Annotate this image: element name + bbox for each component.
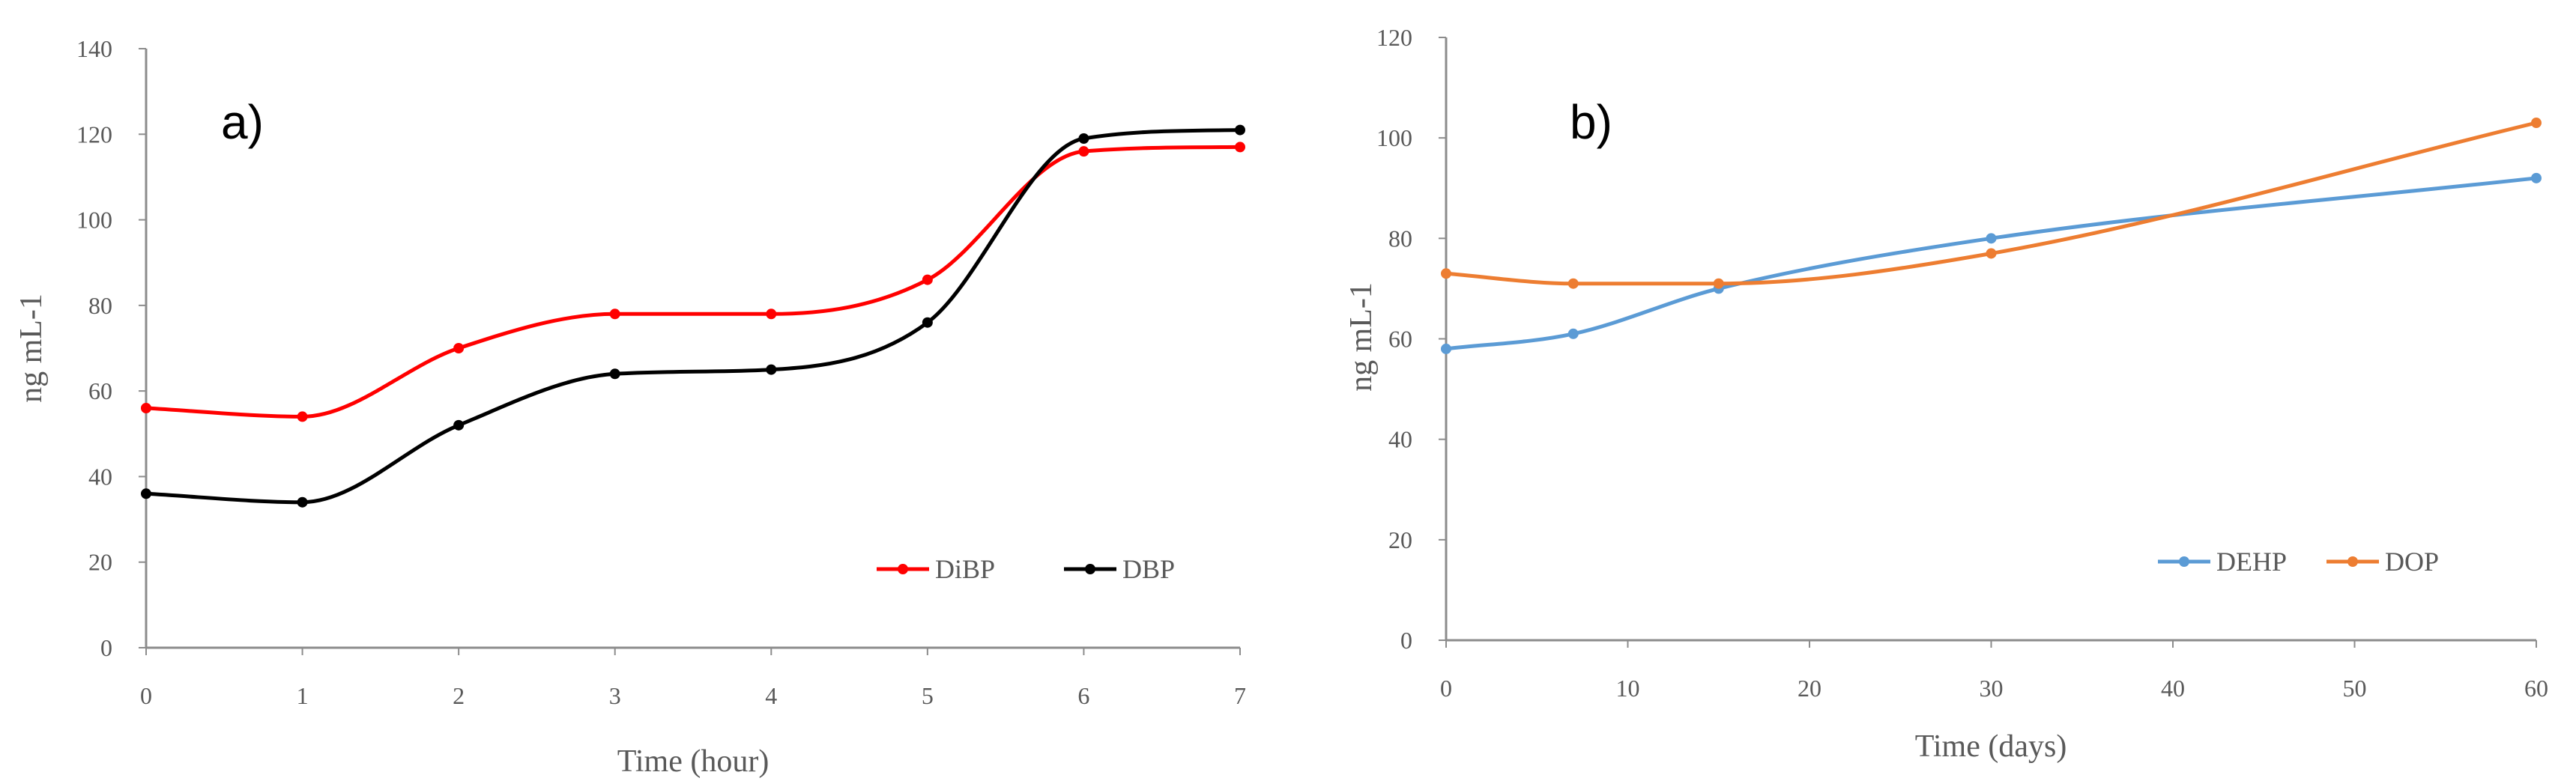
x-tick-label: 40	[2161, 675, 2185, 702]
y-tick-label: 40	[1388, 426, 1412, 453]
y-tick-label: 80	[88, 292, 112, 319]
y-tick-label: 100	[76, 207, 112, 234]
data-point-dbp	[922, 317, 933, 328]
data-point-dibp	[1235, 142, 1245, 153]
x-tick-label: 10	[1616, 675, 1640, 702]
x-tick-label: 0	[140, 682, 152, 709]
data-point-dbp	[766, 364, 777, 375]
data-point-dehp	[2531, 172, 2542, 183]
data-point-dehp	[1986, 233, 1997, 244]
data-point-dop	[1567, 278, 1579, 289]
chart-panel-a: 0 20 40 60 80 100 120 140 0 1 2 3 4 5 6 7 Time (hour) ng …	[14, 35, 1246, 779]
series-line-dehp	[1444, 176, 2539, 351]
series-line-dbp	[144, 128, 1242, 505]
legend-label-dop: DOP	[2385, 547, 2439, 577]
x-tick-label: 1	[297, 682, 309, 709]
data-point-dibp	[922, 274, 933, 285]
data-point-dop	[1441, 268, 1451, 279]
legend-marker-dehp	[2179, 556, 2189, 567]
x-tick-label: 2	[453, 682, 465, 709]
x-tick-label: 50	[2343, 675, 2367, 702]
x-tick-label: 30	[1980, 675, 2004, 702]
legend-marker-dbp	[1085, 564, 1095, 574]
data-point-dibp	[453, 343, 465, 353]
y-tick-label: 40	[88, 463, 112, 490]
y-tick-label: 20	[88, 549, 112, 576]
x-tick-label: 20	[1798, 675, 1821, 702]
data-point-dbp	[297, 496, 308, 508]
data-point-dibp	[1078, 146, 1089, 157]
y-tick-label: 60	[1388, 326, 1412, 353]
chart-panel-b: 0 20 40 60 80 100 120 0 10 20 30 40 50 60 Time (days) n…	[1344, 24, 2548, 764]
x-tick-label: 0	[1440, 675, 1452, 702]
x-tick-label: 5	[922, 682, 934, 709]
y-tick-label: 120	[76, 121, 112, 148]
data-point-dbp	[141, 488, 151, 499]
x-tick-label: 60	[2524, 675, 2548, 702]
data-point-dop	[1713, 278, 1724, 289]
series-line-dop	[1444, 121, 2539, 286]
y-axis-title: ng mL-1	[1344, 282, 1379, 392]
data-point-dibp	[297, 411, 308, 422]
data-point-dehp	[1441, 343, 1451, 354]
y-tick-label: 0	[1400, 627, 1412, 654]
data-point-dop	[2531, 118, 2542, 129]
data-point-dbp	[1235, 124, 1245, 136]
x-tick-label: 3	[609, 682, 621, 709]
legend-marker-dop	[2347, 556, 2358, 567]
y-tick-label: 100	[1376, 124, 1412, 151]
legend-label-dehp: DEHP	[2216, 547, 2287, 577]
panel-label: a)	[221, 95, 264, 149]
legend-marker-dibp	[898, 564, 908, 574]
y-tick-label: 60	[88, 377, 112, 404]
x-axis-title: Time (days)	[1915, 729, 2067, 764]
x-axis-title: Time (hour)	[617, 744, 770, 779]
data-point-dibp	[609, 309, 620, 320]
x-tick-label: 4	[765, 682, 777, 709]
data-point-dehp	[1567, 328, 1579, 339]
panel-label: b)	[1570, 95, 1612, 149]
y-tick-label: 80	[1388, 225, 1412, 252]
x-tick-label: 6	[1077, 682, 1089, 709]
series-line-dibp	[144, 145, 1242, 419]
data-point-dop	[1986, 248, 1997, 259]
data-point-dbp	[1078, 133, 1089, 144]
x-tick-label: 7	[1234, 682, 1246, 709]
data-point-dbp	[453, 419, 465, 431]
legend-label-dibp: DiBP	[935, 554, 995, 584]
y-axis-title: ng mL-1	[14, 294, 49, 403]
data-point-dbp	[609, 368, 620, 380]
y-tick-label: 120	[1376, 24, 1412, 51]
data-point-dibp	[766, 309, 777, 320]
y-tick-label: 140	[76, 35, 112, 62]
y-tick-label: 20	[1388, 526, 1412, 553]
y-tick-label: 0	[100, 634, 112, 661]
legend-label-dbp: DBP	[1122, 554, 1175, 584]
data-point-dibp	[141, 403, 151, 413]
